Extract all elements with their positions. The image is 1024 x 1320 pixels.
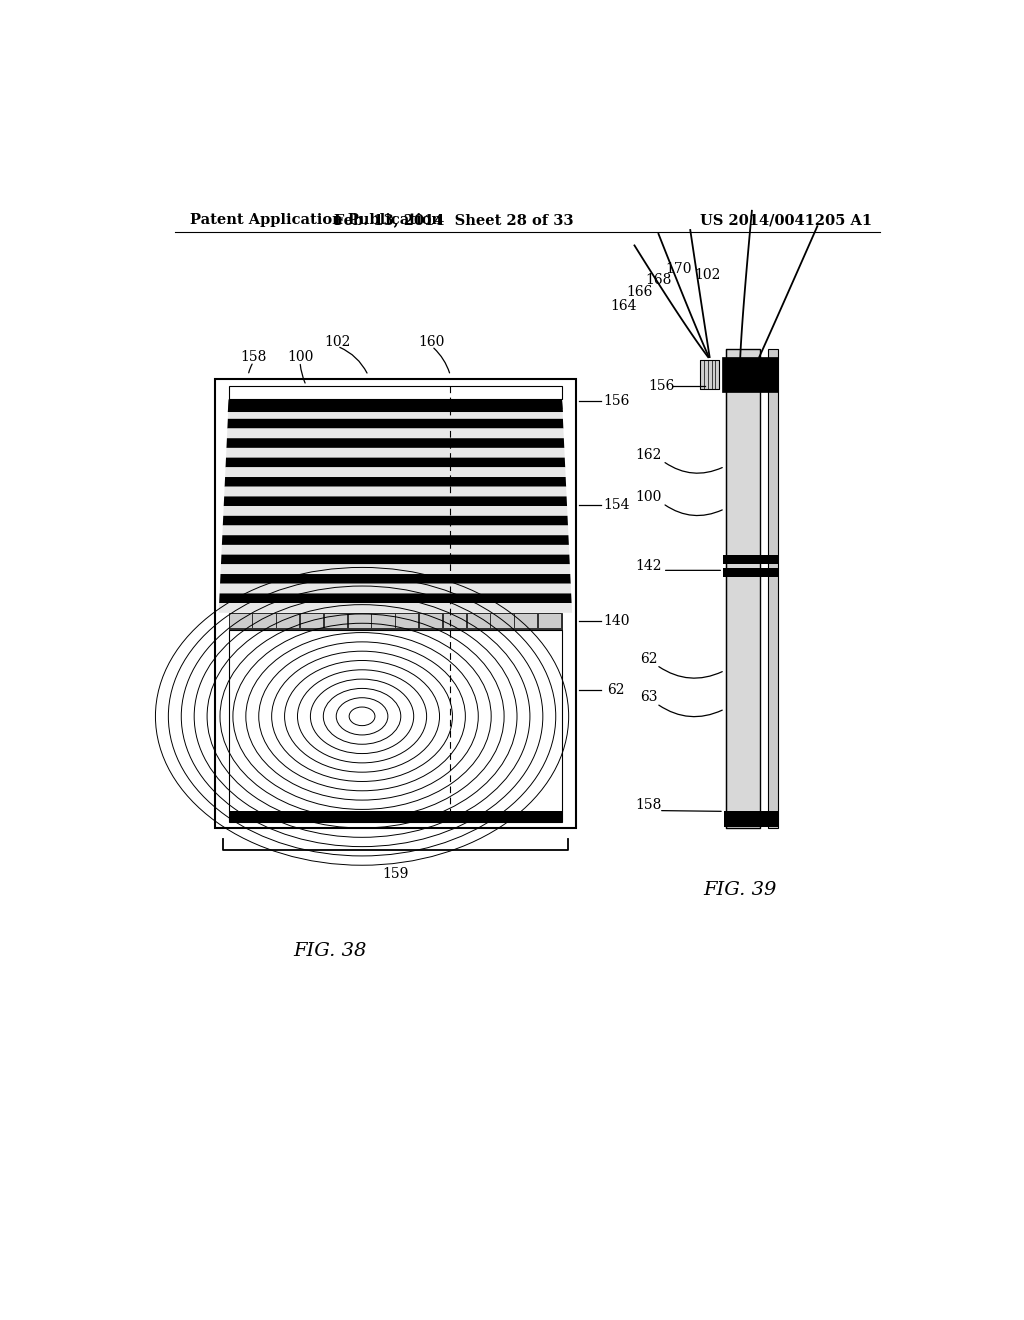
Polygon shape: [221, 554, 569, 565]
Text: US 2014/0041205 A1: US 2014/0041205 A1: [699, 213, 872, 227]
Bar: [215, 379, 575, 829]
Text: 158: 158: [241, 350, 266, 364]
Bar: [228, 812, 562, 822]
Polygon shape: [222, 535, 569, 545]
Polygon shape: [221, 545, 569, 554]
Polygon shape: [226, 447, 565, 458]
Text: 142: 142: [636, 560, 663, 573]
Polygon shape: [219, 603, 572, 612]
Polygon shape: [225, 467, 565, 477]
Polygon shape: [223, 506, 567, 516]
Bar: [253, 614, 275, 628]
Text: 166: 166: [627, 285, 652, 298]
Bar: [726, 350, 761, 829]
Polygon shape: [226, 438, 564, 447]
Bar: [396, 614, 419, 628]
Bar: [468, 614, 489, 628]
Polygon shape: [223, 496, 567, 506]
Bar: [722, 358, 778, 392]
Text: 170: 170: [665, 261, 691, 276]
Text: 156: 156: [603, 393, 630, 408]
Polygon shape: [219, 594, 571, 603]
Polygon shape: [225, 458, 565, 467]
Text: FIG. 39: FIG. 39: [703, 880, 777, 899]
Text: 140: 140: [603, 614, 630, 628]
Polygon shape: [223, 516, 568, 525]
Text: 160: 160: [419, 335, 445, 348]
Polygon shape: [220, 574, 570, 583]
Bar: [700, 360, 719, 388]
Bar: [443, 614, 466, 628]
Text: 62: 62: [640, 652, 657, 665]
Bar: [228, 630, 562, 822]
Text: 156: 156: [648, 379, 675, 392]
Bar: [348, 614, 371, 628]
Text: 154: 154: [603, 498, 630, 512]
Text: 100: 100: [636, 490, 662, 504]
Bar: [373, 614, 394, 628]
Polygon shape: [227, 418, 563, 429]
Polygon shape: [219, 583, 571, 594]
Text: 162: 162: [636, 447, 662, 462]
Polygon shape: [224, 477, 566, 487]
Bar: [723, 568, 778, 577]
Bar: [539, 614, 561, 628]
Polygon shape: [227, 400, 563, 412]
Polygon shape: [227, 409, 563, 418]
Polygon shape: [224, 487, 566, 496]
Bar: [325, 614, 347, 628]
Polygon shape: [220, 565, 570, 574]
Text: 164: 164: [610, 300, 637, 313]
Bar: [229, 614, 252, 628]
Text: 62: 62: [607, 682, 625, 697]
Bar: [768, 350, 778, 829]
Bar: [515, 614, 538, 628]
Text: 102: 102: [324, 335, 350, 348]
Text: 158: 158: [636, 799, 662, 812]
Bar: [724, 812, 778, 826]
Polygon shape: [228, 400, 562, 409]
Text: 100: 100: [287, 350, 313, 364]
Bar: [301, 614, 324, 628]
Text: 63: 63: [640, 690, 657, 705]
Text: FIG. 38: FIG. 38: [293, 942, 367, 961]
Polygon shape: [227, 429, 564, 438]
Text: 168: 168: [646, 273, 672, 286]
Text: Feb. 13, 2014  Sheet 28 of 33: Feb. 13, 2014 Sheet 28 of 33: [334, 213, 573, 227]
Polygon shape: [222, 525, 568, 535]
Bar: [278, 614, 299, 628]
Text: 159: 159: [382, 867, 409, 880]
Bar: [723, 554, 778, 564]
Text: 102: 102: [694, 268, 721, 282]
Bar: [420, 614, 442, 628]
Text: Patent Application Publication: Patent Application Publication: [190, 213, 442, 227]
Bar: [228, 385, 562, 400]
Bar: [492, 614, 514, 628]
Bar: [228, 612, 562, 630]
